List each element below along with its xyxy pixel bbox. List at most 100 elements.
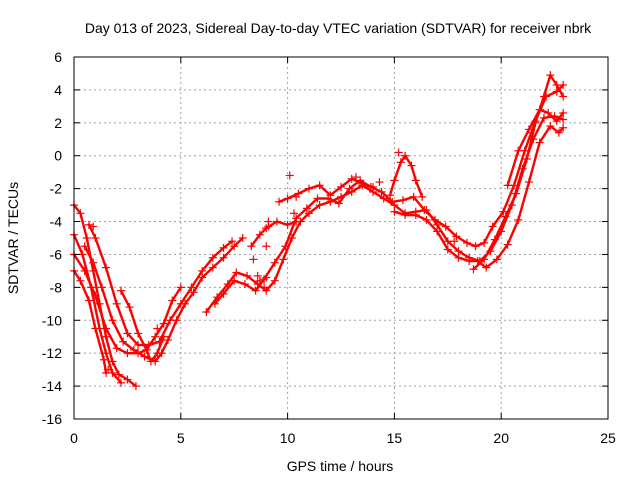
data-point <box>463 238 472 247</box>
data-point <box>134 329 143 338</box>
data-point <box>326 191 335 200</box>
x-tick-label: 15 <box>387 430 403 446</box>
data-point <box>159 319 168 328</box>
data-point <box>123 375 132 384</box>
data-point <box>230 276 239 285</box>
data-point <box>499 207 508 216</box>
data-point <box>163 336 172 345</box>
axis-tick-labels: 0 5 10 15 20 25 -16 -14 -12 -10 -8 -6 -4 -2 0 2 4 6 <box>42 49 616 446</box>
data-point <box>396 158 405 167</box>
scatter-point <box>290 209 299 218</box>
data-point <box>514 146 523 155</box>
y-tick-label: -8 <box>50 279 63 295</box>
data-point <box>146 357 155 366</box>
data-point <box>388 197 397 206</box>
data-point <box>114 370 123 379</box>
data-point <box>208 263 217 272</box>
data-point <box>232 268 241 277</box>
data-point <box>243 271 252 280</box>
y-tick-label: -12 <box>42 345 62 361</box>
data-point <box>153 349 162 358</box>
x-tick-label: 10 <box>280 430 296 446</box>
data-point <box>255 230 264 239</box>
data-point <box>84 220 93 229</box>
data-point <box>91 291 100 300</box>
y-tick-label: 6 <box>54 49 62 65</box>
scatter-point <box>394 148 403 157</box>
data-point <box>559 108 568 117</box>
data-point <box>379 194 388 203</box>
data-point <box>108 316 117 325</box>
series-track-5 <box>83 236 244 363</box>
data-point <box>512 189 521 198</box>
data-point <box>347 174 356 183</box>
data-point <box>315 181 324 190</box>
series-track-2 <box>72 233 123 384</box>
data-point <box>176 299 185 308</box>
data-point <box>116 378 125 387</box>
data-point <box>302 204 311 213</box>
data-point <box>501 212 510 221</box>
data-point <box>503 240 512 249</box>
data-point <box>251 286 260 295</box>
scatter-point <box>351 173 360 182</box>
series-track-9 <box>213 83 565 305</box>
data-point <box>279 255 288 264</box>
data-point <box>490 235 499 244</box>
data-point <box>430 215 439 224</box>
data-point <box>420 206 429 215</box>
data-point <box>315 201 324 210</box>
data-point <box>238 234 247 242</box>
data-point <box>443 245 452 254</box>
plot-area-frame <box>73 56 609 420</box>
data-point <box>228 237 237 246</box>
scatter-point <box>153 324 162 333</box>
data-point <box>283 194 292 203</box>
data-point <box>522 155 531 164</box>
data-point <box>292 217 301 226</box>
data-point <box>275 197 284 206</box>
data-point <box>189 288 198 297</box>
data-point <box>84 296 93 305</box>
scatter-point <box>375 178 384 187</box>
data-point <box>142 345 151 354</box>
y-tick-label: 2 <box>54 115 62 131</box>
series-track-4 <box>72 253 183 355</box>
data-point <box>559 92 568 101</box>
y-tick-label: 0 <box>54 148 62 164</box>
data-point <box>272 217 281 226</box>
data-point <box>270 258 279 267</box>
data-point <box>76 209 85 218</box>
data-point <box>119 337 128 346</box>
data-point <box>524 125 533 134</box>
scatter-point <box>104 365 113 374</box>
x-axis-label: GPS time / hours <box>287 458 394 474</box>
y-tick-label: -6 <box>50 246 63 262</box>
data-point <box>535 105 544 114</box>
data-point <box>559 123 568 132</box>
data-point <box>411 176 420 185</box>
data-point <box>151 332 160 341</box>
data-point <box>247 242 256 251</box>
data-point <box>503 181 512 190</box>
data-point <box>99 355 108 364</box>
data-point <box>131 382 140 391</box>
data-point <box>377 187 386 196</box>
data-point <box>176 283 185 292</box>
data-point <box>91 324 100 333</box>
data-point <box>390 207 399 216</box>
data-point <box>210 299 219 308</box>
data-point <box>552 117 561 126</box>
data-point <box>546 122 555 131</box>
x-tick-label: 0 <box>70 430 78 446</box>
data-point <box>219 253 228 262</box>
data-point <box>89 258 98 267</box>
data-point <box>358 179 367 188</box>
data-point <box>480 238 489 247</box>
data-point <box>334 199 343 208</box>
data-point <box>82 234 91 242</box>
data-point <box>482 263 491 272</box>
data-point <box>166 316 175 325</box>
y-axis-label: SDTVAR / TECUs <box>5 182 21 294</box>
data-point <box>345 184 354 193</box>
